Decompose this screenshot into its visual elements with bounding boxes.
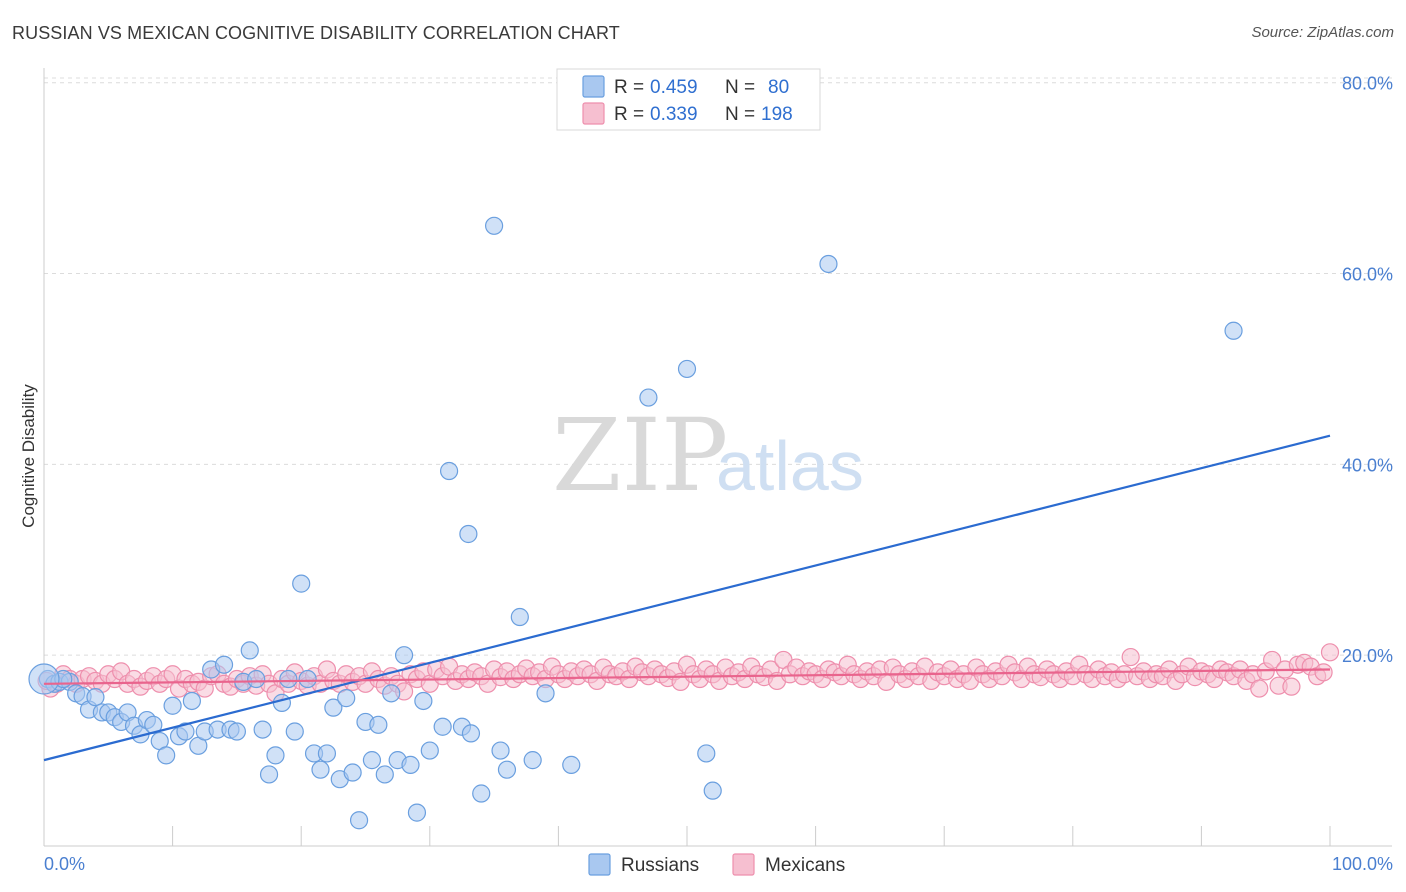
russian-point [459, 524, 478, 544]
legend-r-label: R = [614, 104, 644, 125]
russian-point [86, 688, 105, 707]
top-legend: R = 0.459 N = 80 R = 0.339 N = 198 [556, 68, 821, 131]
gridlines [44, 77, 1392, 656]
russian-point [227, 722, 246, 741]
russian-point [819, 254, 838, 274]
y-tick-label: 80.0% [1342, 74, 1393, 94]
russian-point [401, 755, 420, 774]
russian-point [420, 741, 439, 760]
axes [43, 68, 1392, 847]
russian-point [285, 722, 304, 741]
russian-point [349, 811, 369, 830]
russian-point [433, 717, 452, 736]
russian-point [369, 715, 388, 734]
russian-point [497, 760, 517, 779]
russian-point [677, 359, 697, 379]
russian-point [1224, 321, 1243, 340]
y-tick-label: 60.0% [1342, 265, 1393, 285]
russian-point [266, 746, 285, 765]
watermark-zip: ZIP [552, 397, 728, 514]
legend-r-label: R = [614, 77, 644, 98]
mexican-point [1121, 647, 1140, 667]
x-tick-label: 100.0% [1332, 854, 1393, 874]
mexican-point [1314, 663, 1333, 682]
bottom-legend-swatch-mexicans [732, 853, 755, 876]
russian-point [407, 803, 427, 822]
chart-title: RUSSIAN VS MEXICAN COGNITIVE DISABILITY … [12, 23, 620, 43]
russian-point [337, 689, 356, 708]
legend-swatch-russians [582, 75, 605, 98]
russian-point [163, 696, 182, 715]
russian-point [703, 781, 722, 800]
russian-point [298, 669, 317, 689]
russian-point [491, 741, 510, 760]
russian-point [279, 669, 298, 689]
russian-point [247, 669, 266, 689]
russian-point [472, 784, 491, 803]
russian-point [375, 765, 394, 784]
mexicans-points [37, 643, 1340, 703]
russian-point [311, 760, 330, 779]
russian-point [485, 216, 504, 235]
russian-point [157, 746, 176, 765]
legend-n-value: 80 [768, 77, 789, 98]
russian-point [317, 744, 337, 763]
russian-point [253, 720, 272, 739]
legend-swatch-mexicans [582, 102, 605, 125]
bottom-legend-russians: Russians [621, 855, 699, 876]
russians-trend-line [43, 434, 1331, 762]
russian-point [523, 751, 542, 770]
mexican-point [1282, 677, 1301, 696]
russian-point [28, 663, 60, 695]
russian-point [394, 646, 414, 665]
russian-point [562, 755, 581, 774]
legend-n-label: N = [725, 77, 755, 98]
russian-point [510, 607, 529, 627]
mexican-point [1250, 679, 1269, 698]
russian-point [439, 461, 459, 481]
source-credit: Source: ZipAtlas.com [1251, 24, 1394, 41]
legend-n-label: N = [725, 104, 755, 125]
bottom-legend-mexicans: Mexicans [765, 855, 845, 876]
y-tick-labels: 20.0% 40.0% 60.0% 80.0% [1342, 74, 1393, 666]
y-tick-label: 20.0% [1342, 646, 1393, 666]
legend-n-value: 198 [761, 104, 793, 125]
bottom-legend-swatch-russians [588, 853, 611, 876]
y-axis-title: Cognitive Disability [19, 384, 38, 528]
russian-point [362, 751, 382, 770]
russian-point [214, 655, 234, 674]
russian-point [461, 724, 481, 743]
russian-point [259, 765, 279, 784]
russian-point [272, 693, 292, 712]
russian-point [343, 763, 362, 782]
legend-r-value: 0.339 [650, 104, 698, 125]
bottom-legend: Russians Mexicans [588, 853, 845, 876]
russian-point [639, 388, 658, 407]
watermark-atlas: atlas [716, 427, 864, 505]
russian-point [536, 684, 555, 703]
russian-point [382, 684, 401, 703]
y-tick-label: 40.0% [1342, 455, 1393, 475]
x-tick-label: 0.0% [44, 854, 85, 874]
russian-point [324, 698, 343, 717]
watermark: ZIP atlas [552, 397, 864, 514]
legend-r-value: 0.459 [650, 77, 698, 98]
russian-point [182, 691, 201, 711]
russian-point [240, 641, 259, 660]
russians-points [28, 216, 1243, 830]
mexican-point [1263, 650, 1282, 670]
mexican-point [1320, 643, 1340, 662]
russian-point [292, 574, 311, 593]
russian-point [176, 722, 195, 741]
mexicans-trend-line [43, 668, 1331, 685]
trend-lines [43, 434, 1331, 762]
russian-point [697, 744, 716, 763]
x-tick-labels: 0.0% 100.0% [44, 854, 1393, 874]
russian-point [414, 691, 433, 711]
